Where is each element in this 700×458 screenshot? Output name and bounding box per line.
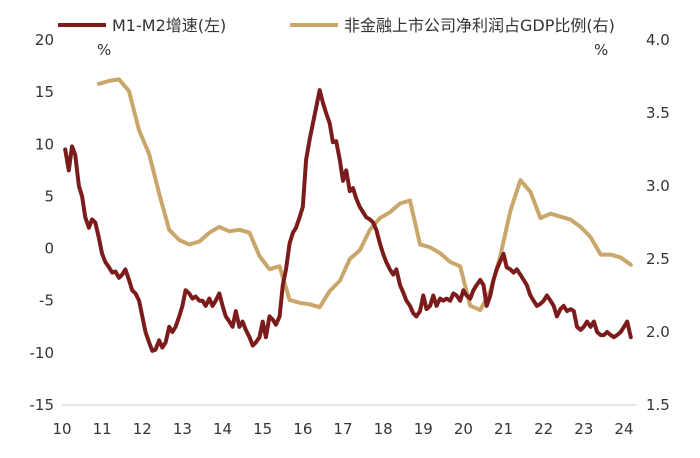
x-tick-label: 17 [333,420,352,438]
x-tick-label: 24 [614,420,633,438]
x-tick-label: 20 [454,420,473,438]
left-tick-label: 10 [35,135,54,153]
x-tick-label: 21 [494,420,513,438]
right-tick-label: 1.5 [646,396,670,414]
x-tick-label: 19 [414,420,433,438]
series-line-m1-m2 [63,88,633,353]
left-tick-label: -10 [30,344,55,362]
left-tick-label: 5 [44,187,54,205]
legend-label-profit-ratio: 非金融上市公司净利润占GDP比例(右) [344,16,615,35]
x-tick-label: 11 [93,420,112,438]
right-tick-label: 3.5 [646,104,670,122]
legend: M1-M2增速(左) 非金融上市公司净利润占GDP比例(右) [58,16,615,35]
right-tick-label: 3.0 [646,177,670,195]
x-axis-ticks: 10 11 12 13 14 15 16 17 18 19 20 21 22 23 24 [52,420,633,438]
left-tick-label: 0 [44,240,54,258]
x-tick-label: 23 [574,420,593,438]
x-tick-label: 18 [374,420,393,438]
right-axis-unit: % [594,41,608,59]
right-axis-ticks: 4.0 3.5 3.0 2.5 2.0 1.5 [646,31,670,414]
series-line-profit-ratio [96,77,633,313]
x-tick-label: 13 [173,420,192,438]
right-tick-label: 2.0 [646,323,670,341]
left-tick-label: -5 [39,292,54,310]
left-tick-label: 15 [35,83,54,101]
left-axis-unit: % [97,41,111,59]
left-axis-ticks: 20 15 10 5 0 -5 -10 -15 [30,31,55,414]
legend-label-m1-m2: M1-M2增速(左) [112,16,226,35]
x-tick-label: 12 [133,420,152,438]
left-tick-label: -15 [30,396,55,414]
x-tick-label: 22 [534,420,553,438]
x-tick-label: 10 [52,420,71,438]
x-tick-label: 16 [293,420,312,438]
right-tick-label: 2.5 [646,250,670,268]
x-tick-label: 15 [253,420,272,438]
right-tick-label: 4.0 [646,31,670,49]
left-tick-label: 20 [35,31,54,49]
x-tick-label: 14 [213,420,232,438]
